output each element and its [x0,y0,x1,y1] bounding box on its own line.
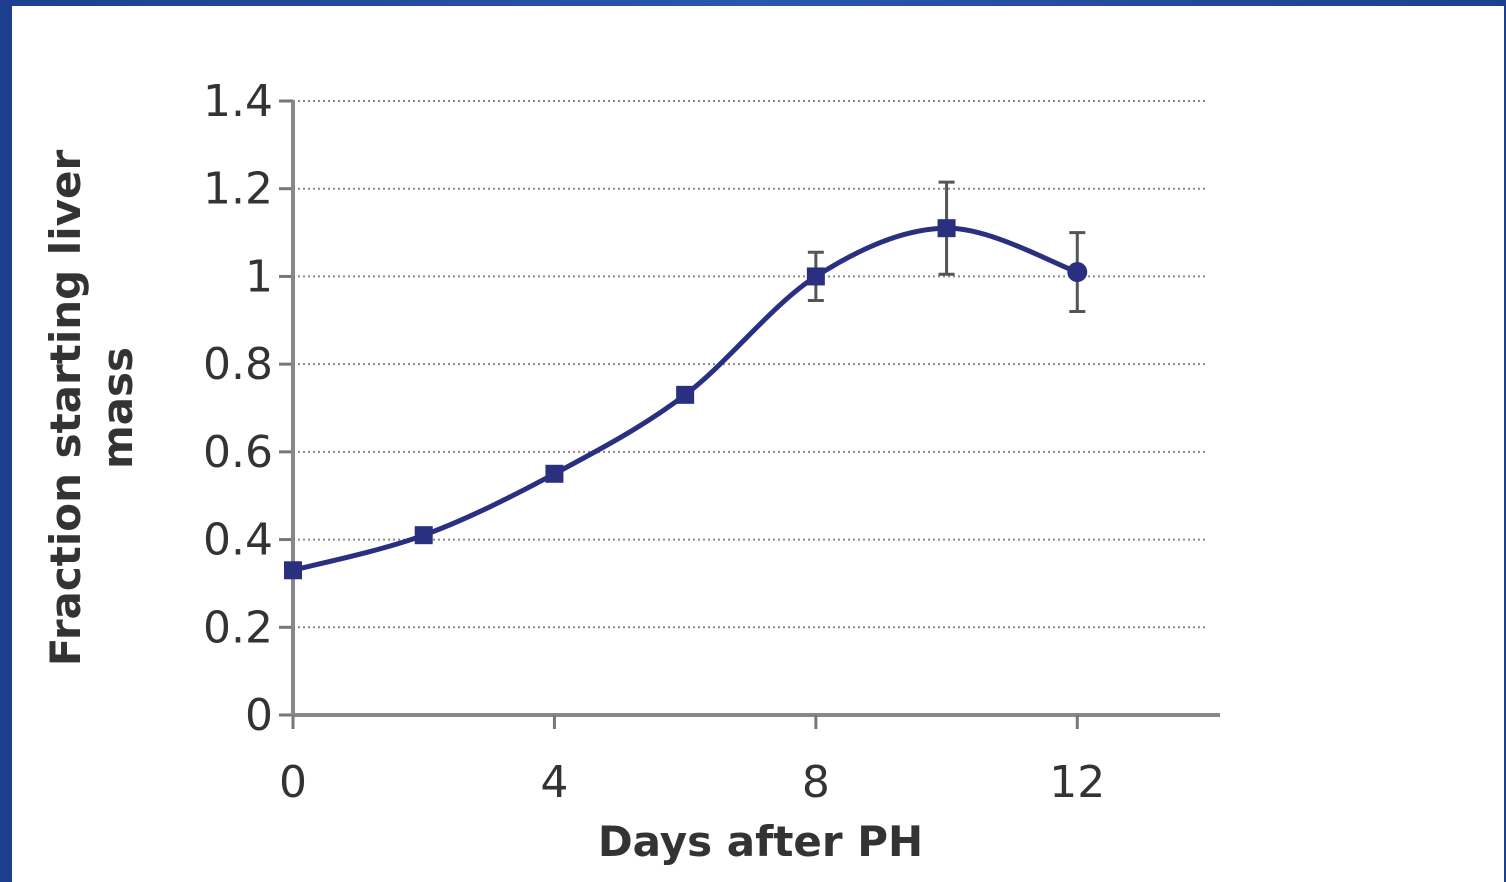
y-tick-label-4: 0.8 [203,339,273,390]
y-tick-labels: 0 0.2 0.4 0.6 0.8 1 1.2 1.4 [203,76,273,741]
x-tick-label-2: 8 [802,757,830,808]
x-tick-label-0: 0 [279,757,307,808]
line-chart: 0 0.2 0.4 0.6 0.8 1 1.2 1.4 0 4 8 12 Days after PH… [41,76,1220,866]
data-point-3 [676,385,695,404]
x-tick-label-1: 4 [540,757,568,808]
gridlines [293,100,1208,629]
x-tick-label-3: 12 [1049,757,1105,808]
x-axis-title: Days after PH [598,817,923,866]
y-axis-title-line-1: Fraction starting liver [41,150,90,667]
y-tick-label-7: 1.4 [203,76,273,127]
data-point-4 [806,267,825,286]
data-point-1 [414,526,433,545]
y-axis-title-line-2: mass [93,347,142,469]
x-tick-labels: 0 4 8 12 [279,757,1105,808]
data-point-5 [937,219,956,238]
y-tick-label-2: 0.4 [203,515,273,566]
data-point-0 [284,561,302,580]
data-point-2 [545,464,564,483]
y-tick-label-3: 0.6 [203,427,273,478]
y-tick-label-6: 1.2 [203,164,273,215]
data-point-6 [1067,262,1088,283]
y-tick-label-5: 1 [245,251,273,302]
y-tick-label-0: 0 [245,690,273,741]
series-group [284,180,1088,580]
chart-panel: 0 0.2 0.4 0.6 0.8 1 1.2 1.4 0 4 8 12 Days after PH… [12,6,1504,882]
axes [279,99,1220,729]
y-tick-label-1: 0.2 [203,602,273,653]
